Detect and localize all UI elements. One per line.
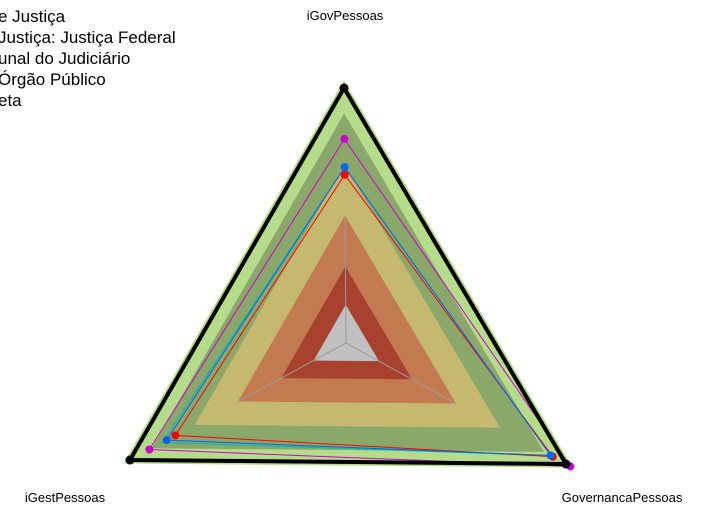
series-line bbox=[165, 166, 552, 457]
legend-entry: eta bbox=[0, 91, 22, 110]
band-layer bbox=[123, 80, 573, 468]
legend-entry: Órgão Público bbox=[0, 70, 106, 89]
series-point bbox=[145, 445, 154, 454]
series-line bbox=[174, 173, 554, 458]
legend-entry: Justiça: Justiça Federal bbox=[0, 28, 176, 47]
radar-spoke bbox=[237, 342, 347, 402]
chart-legend: e Justiça Justiça: Justiça Federal unal … bbox=[0, 6, 176, 111]
series-layer bbox=[125, 83, 575, 471]
axis-label-top: iGovPessoas bbox=[307, 8, 384, 23]
series-point bbox=[546, 451, 555, 460]
radar-spoke bbox=[344, 215, 347, 344]
series-line bbox=[126, 84, 570, 467]
series-point bbox=[340, 170, 349, 179]
axis-label-left: iGestPessoas bbox=[25, 490, 106, 505]
series-point bbox=[162, 436, 171, 445]
series-point bbox=[561, 459, 571, 469]
spoke-layer bbox=[237, 215, 457, 404]
series-line bbox=[148, 138, 572, 467]
legend-entry: unal do Judiciário bbox=[0, 49, 131, 68]
legend-entry: e Justiça bbox=[0, 7, 66, 26]
series-point bbox=[171, 431, 180, 440]
radar-spoke bbox=[345, 342, 457, 404]
series-point bbox=[339, 83, 349, 93]
series-point bbox=[125, 455, 135, 465]
series-point bbox=[340, 135, 349, 143]
series-point bbox=[340, 163, 349, 172]
axis-label-right: GovernancaPessoas bbox=[562, 490, 683, 505]
